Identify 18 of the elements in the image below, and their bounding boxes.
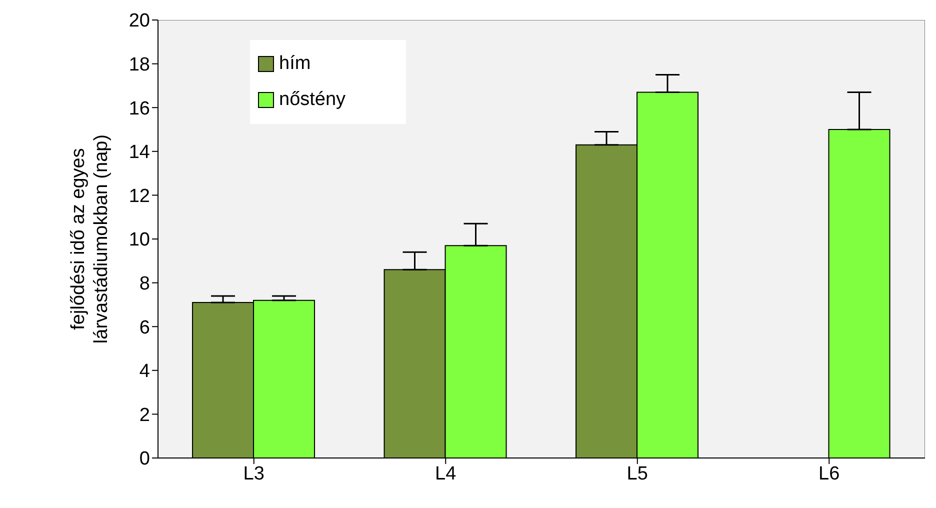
x-tick-label: L5 — [626, 463, 648, 484]
y-tick-label: 12 — [128, 186, 150, 207]
y-tick-label: 2 — [139, 404, 150, 426]
legend-label: nőstény — [279, 89, 346, 111]
y-tick-label: 4 — [139, 361, 150, 382]
y-tick-label: 14 — [128, 142, 150, 164]
y-tick-label: 18 — [128, 54, 150, 76]
y-tick-label: 8 — [139, 274, 150, 295]
y-tick-label: 16 — [128, 98, 150, 120]
y-tick-label: 0 — [139, 448, 150, 470]
legend-label: hím — [279, 53, 311, 75]
y-tick-label: 20 — [128, 10, 150, 32]
x-tick-label: L6 — [818, 463, 840, 484]
y-tick-label: 6 — [139, 317, 150, 338]
y-axis-title: fejlődési idő az egyes lárvastádiumokban (nap) — [68, 134, 112, 344]
x-tick-label: L3 — [243, 463, 264, 484]
x-tick-label: L4 — [435, 463, 457, 484]
y-tick-label: 10 — [128, 230, 150, 251]
